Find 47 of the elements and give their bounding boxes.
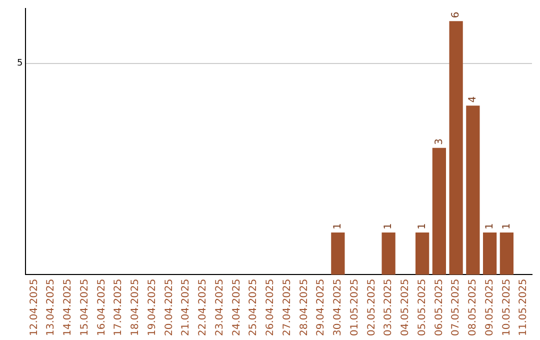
x-tick-label: 09.05.2025 — [484, 278, 496, 336]
data-label: 3 — [434, 138, 445, 145]
x-tick-label: 20.04.2025 — [164, 278, 175, 336]
x-tick-label: 24.04.2025 — [231, 278, 242, 336]
x-tick-label: 27.04.2025 — [282, 278, 293, 336]
x-tick-label: 15.04.2025 — [79, 278, 90, 336]
x-tick-label: 18.04.2025 — [130, 278, 142, 336]
bar — [432, 148, 446, 275]
bar — [382, 232, 396, 275]
x-tick-label: 22.04.2025 — [198, 278, 209, 336]
x-tick-label: 06.05.2025 — [434, 278, 445, 336]
x-tick-label: 14.04.2025 — [62, 278, 74, 336]
x-tick-label: 07.05.2025 — [450, 278, 462, 336]
data-label: 1 — [383, 223, 394, 230]
bar — [331, 232, 345, 275]
x-tick-label: 30.04.2025 — [332, 278, 344, 336]
data-label: 1 — [332, 223, 344, 230]
x-tick-label: 03.05.2025 — [383, 278, 394, 336]
x-tick-label: 26.04.2025 — [265, 278, 276, 336]
x-tick-label: 19.04.2025 — [146, 278, 158, 336]
data-label: 1 — [416, 223, 428, 230]
bar — [482, 232, 497, 275]
x-tick-label: 21.04.2025 — [180, 278, 192, 336]
x-tick-label: 01.05.2025 — [349, 278, 360, 336]
x-tick-label: 16.04.2025 — [96, 278, 108, 336]
x-tick-label: 25.04.2025 — [248, 278, 260, 336]
x-tick-label: 02.05.2025 — [366, 278, 378, 336]
x-tick-label: 05.05.2025 — [416, 278, 428, 336]
x-tick-label: 17.04.2025 — [113, 278, 124, 336]
data-label: 6 — [450, 12, 462, 18]
x-tick-label: 11.05.2025 — [518, 278, 530, 336]
data-label: 1 — [501, 223, 512, 230]
data-label: 1 — [484, 223, 496, 230]
bar — [500, 232, 514, 275]
x-tick-label: 23.04.2025 — [214, 278, 226, 336]
x-tick-label: 04.05.2025 — [400, 278, 412, 336]
y-tick-label: 5 — [16, 58, 23, 69]
bar — [449, 21, 463, 275]
x-tick-label: 29.04.2025 — [316, 278, 327, 336]
data-label: 4 — [468, 96, 479, 103]
x-tick-label: 08.05.2025 — [468, 278, 479, 336]
x-tick-label: 12.04.2025 — [28, 278, 40, 336]
x-tick-label: 28.04.2025 — [298, 278, 310, 336]
bar — [415, 232, 430, 275]
x-tick-label: 10.05.2025 — [501, 278, 512, 336]
bar — [466, 106, 480, 275]
x-tick-label: 13.04.2025 — [46, 278, 57, 336]
